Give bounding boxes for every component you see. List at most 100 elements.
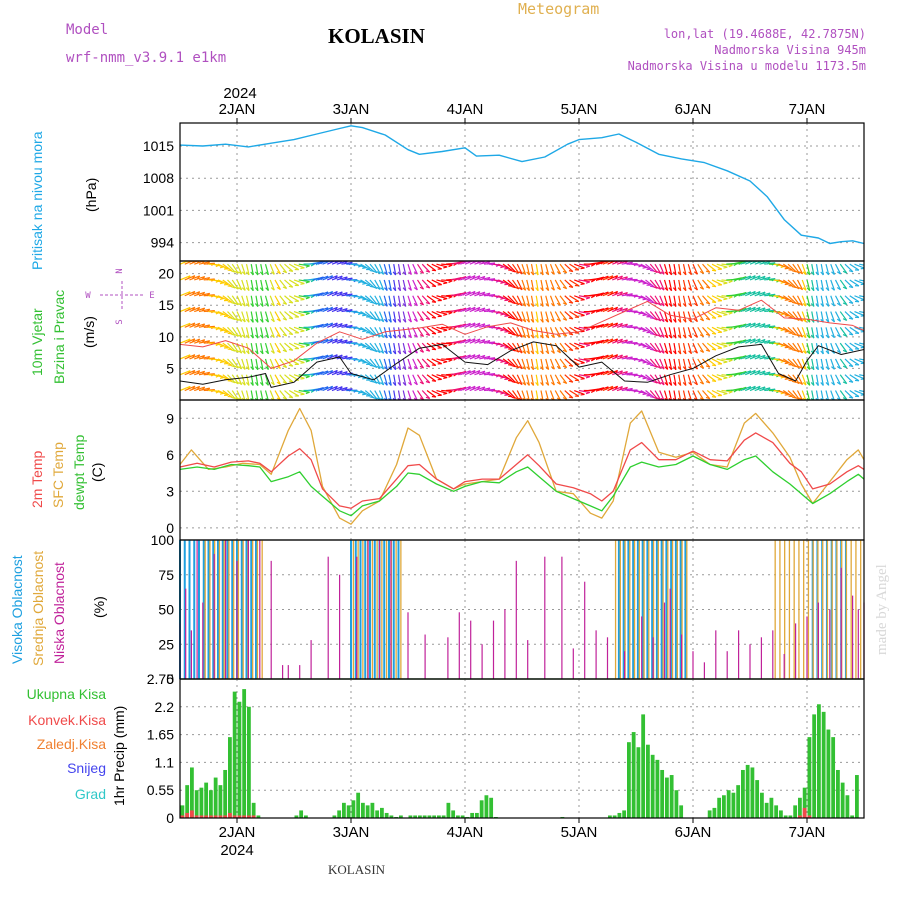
wind-barb-head [653, 270, 658, 274]
wind-barb-head [402, 318, 407, 323]
wind-barb [787, 263, 797, 273]
wind-barb [787, 311, 797, 320]
wind-barb [260, 343, 264, 355]
wind-barb [782, 342, 793, 350]
wind-barb-head [535, 303, 539, 307]
wind-barb [830, 279, 836, 291]
wind-barb [222, 311, 233, 319]
wind-barb [474, 339, 486, 344]
top-date-ticks: 2JAN 3JAN 4JAN 5JAN 6JAN 7JAN [219, 101, 825, 123]
wind-barb-head [836, 271, 841, 275]
wind-barb [764, 293, 776, 297]
wind-barb [530, 311, 535, 323]
y-tick-label: 2.2 [155, 699, 175, 715]
wind-barb [383, 295, 388, 307]
wind-barb-head [530, 318, 535, 323]
wind-barb [374, 327, 381, 338]
precip-bar [655, 759, 660, 818]
precip-bar [199, 787, 204, 818]
precip-bar [769, 797, 774, 818]
wind-barb-head [723, 345, 728, 348]
wind-barb-head [545, 350, 550, 355]
wind-barb [702, 390, 711, 400]
wind-barb [820, 358, 824, 370]
wind-barb-head [688, 318, 692, 323]
wind-barb-head [866, 361, 870, 362]
wind-barb [640, 311, 651, 318]
wind-barb-head [362, 330, 367, 333]
wind-barb [288, 342, 300, 350]
wind-barb-head [522, 366, 527, 370]
wind-barb [393, 343, 397, 355]
wind-barb-head [568, 396, 574, 399]
wind-barb [455, 370, 467, 376]
wind-barb [498, 263, 509, 270]
wind-barb-head [556, 286, 561, 291]
wind-barb-head [660, 302, 665, 307]
wind-barb-head [231, 380, 236, 384]
wind-barb [322, 261, 332, 265]
wind-barb [364, 390, 375, 399]
wind-barb [245, 311, 250, 323]
wind-barb [498, 389, 509, 396]
wind-barb [559, 358, 568, 369]
wind-barb [360, 390, 371, 397]
model-label: Model [66, 22, 108, 38]
wind-barb [806, 264, 811, 275]
wind-barb [374, 342, 381, 353]
wind-barb-head [288, 396, 293, 399]
wind-barb-head [305, 265, 310, 268]
wind-barb [460, 354, 471, 360]
wind-barb [241, 263, 246, 275]
wind-barb [801, 358, 807, 370]
wind-barb-head [231, 301, 236, 305]
wind-barb-head [300, 377, 305, 380]
wind-barb-head [419, 365, 424, 369]
wind-barb [834, 390, 842, 400]
wind-barb [360, 358, 371, 365]
wind-barb [388, 295, 392, 307]
wind-barb-head [234, 397, 239, 400]
wind-barb [607, 261, 617, 265]
precip-bar [812, 714, 817, 818]
wind-barb [640, 326, 651, 334]
wind-barb-head [265, 303, 269, 307]
wind-barb-head [402, 382, 407, 386]
wind-barb [801, 311, 807, 323]
wind-barb-head [300, 298, 305, 301]
wind-barb [711, 342, 723, 349]
wind-barb [416, 358, 425, 369]
wind-barb [578, 374, 590, 378]
wind-barb-head [545, 334, 550, 339]
wind-barb [436, 374, 448, 379]
wind-barb-head [408, 382, 412, 386]
wind-barb [549, 327, 555, 338]
wind-barb [421, 263, 431, 273]
wind-barb [859, 295, 864, 298]
wind-barb [540, 358, 544, 370]
wind-barb-head [514, 349, 520, 353]
precip-bar [750, 767, 755, 818]
precip-bar [774, 805, 779, 818]
wind-barb [787, 358, 797, 367]
wind-barb-head [711, 317, 717, 319]
wind-barb [284, 263, 294, 272]
wind-barb-head [688, 382, 692, 386]
wind-barb-head [250, 271, 254, 276]
wind-barb [578, 358, 590, 362]
wind-barb-head [540, 271, 544, 276]
wind-barb [184, 385, 196, 392]
wind-barb [355, 342, 367, 348]
compass-w: W [85, 291, 91, 301]
precip-bar [190, 767, 194, 818]
precip-bar [665, 777, 669, 818]
wind-barb [327, 322, 338, 328]
wind-barb [678, 279, 682, 291]
y-tick-label: 0 [166, 671, 174, 687]
wind-barb [530, 327, 535, 339]
wind-barb-head [728, 327, 733, 331]
wind-barb [341, 261, 353, 265]
wind-barb-head [265, 318, 269, 323]
wind-barb [740, 275, 751, 281]
wind-barb-head [664, 334, 669, 339]
